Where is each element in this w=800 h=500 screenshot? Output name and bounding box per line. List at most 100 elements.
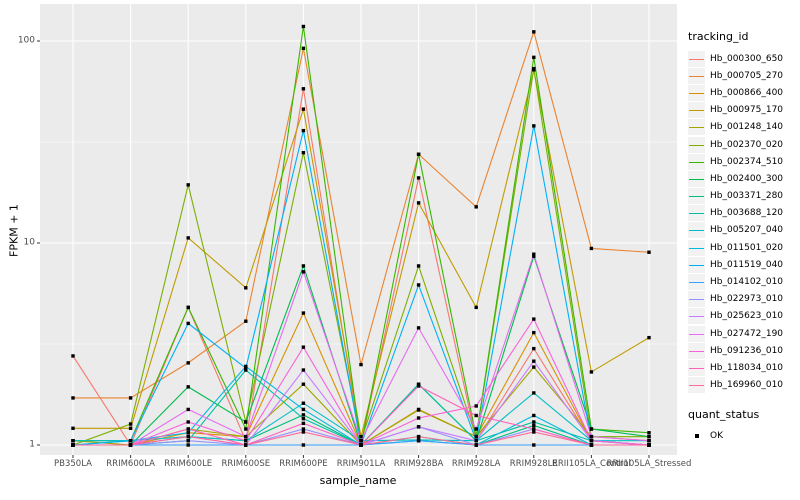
data-point [244, 439, 248, 443]
data-point [474, 404, 478, 408]
data-point [589, 443, 594, 447]
x-tick-label: RRIM600SE [221, 459, 271, 469]
legend-key-line-icon [688, 188, 705, 205]
legend-key-line-icon [688, 102, 705, 119]
legend-item-label: Hb_000300_650 [710, 53, 784, 64]
data-point [532, 359, 536, 363]
legend-key-line-icon [688, 205, 705, 222]
data-point [301, 382, 306, 386]
series-color-line [689, 178, 704, 180]
legend-item: Hb_025623_010 [688, 308, 798, 325]
data-point [359, 443, 363, 447]
data-point [301, 427, 306, 431]
data-point [359, 434, 363, 439]
legend-key-line-icon [688, 67, 705, 84]
data-point [647, 250, 651, 254]
legend-title: tracking_id [688, 30, 749, 43]
y-tick-label: 10 [23, 237, 35, 248]
x-tick-label: RRIM600LA [106, 459, 155, 469]
data-point [301, 345, 306, 349]
legend-item-label: Hb_005207_040 [710, 225, 784, 236]
data-point [589, 434, 594, 439]
data-point [416, 283, 421, 287]
data-point [71, 354, 75, 358]
legend-item: Hb_022973_010 [688, 291, 798, 308]
legend-item-label: Hb_003688_120 [710, 208, 784, 219]
data-point [71, 426, 75, 430]
data-point [244, 364, 248, 369]
data-point [532, 346, 536, 351]
data-point [301, 87, 306, 91]
legend-item: Hb_001248_140 [688, 119, 798, 136]
legend-item: Hb_000705_270 [688, 67, 798, 84]
y-axis-title: FPKM + 1 [7, 204, 21, 257]
data-point [532, 30, 536, 34]
legend-item: Hb_002374_510 [688, 153, 798, 170]
legend-key-line-icon [688, 239, 705, 256]
legend-item: Hb_014102_010 [688, 273, 798, 291]
data-point [647, 443, 651, 447]
series-color-line [689, 299, 704, 301]
data-point [301, 407, 306, 412]
data-point [186, 431, 190, 435]
legend-item-label: Hb_011519_040 [710, 259, 784, 270]
data-point [532, 423, 536, 428]
data-point [301, 24, 306, 29]
legend-key-line-icon [688, 308, 705, 325]
series-color-line [689, 230, 704, 232]
data-point [647, 439, 651, 443]
legend: tracking_id Hb_000300_650 Hb_000705_270 Hb… [688, 30, 798, 445]
series-color-line [689, 350, 704, 352]
x-tick-label: RRIM928BA [393, 459, 444, 469]
data-point [186, 407, 190, 412]
x-tick-label: RRIM928LA [451, 459, 501, 469]
data-point [128, 396, 133, 400]
x-tick-label: RRIM600LE [164, 459, 213, 469]
data-point [244, 319, 248, 323]
legend-item: Hb_027472_190 [688, 325, 798, 342]
x-tick-label: RRII105LA_Stressed [606, 459, 692, 469]
series-color-line [689, 92, 704, 94]
legend-item-label: Hb_002400_300 [710, 173, 784, 184]
data-point [416, 384, 421, 388]
y-tick-label: 1 [29, 439, 35, 450]
data-point [359, 362, 363, 367]
data-point [244, 368, 248, 372]
data-point [71, 443, 75, 447]
data-point [647, 335, 651, 340]
y-tick-label: 100 [17, 35, 35, 46]
data-point [416, 176, 421, 180]
legend-item: Hb_169960_010 [688, 377, 798, 394]
data-point [71, 439, 75, 443]
legend-item: Hb_118034_010 [688, 359, 798, 376]
data-point [532, 365, 536, 369]
legend-item-label: Hb_118034_010 [710, 362, 784, 373]
legend-item-label: Hb_000705_270 [710, 70, 784, 81]
data-point [474, 205, 478, 209]
data-point [71, 396, 75, 400]
data-point [532, 391, 536, 395]
series-color-line [689, 213, 704, 215]
data-point [301, 107, 306, 111]
data-point [532, 55, 536, 60]
legend-item-label: Hb_000975_170 [710, 105, 784, 116]
x-tick-label: RRIM901LA [336, 459, 386, 469]
legend-item-label: Hb_003371_280 [710, 191, 784, 202]
data-point [416, 439, 421, 443]
data-point [244, 427, 248, 431]
legend-item: Hb_000300_650 [688, 50, 798, 67]
data-point [186, 305, 190, 310]
data-point [128, 422, 133, 426]
data-point [647, 434, 651, 439]
data-point [301, 421, 306, 426]
series-color-line [689, 144, 704, 146]
data-point [301, 270, 306, 274]
data-point [532, 66, 536, 71]
black-square-point-icon [688, 428, 705, 444]
series-color-line [689, 385, 704, 387]
data-point [186, 385, 190, 389]
x-tick-label: PB350LA [54, 459, 92, 469]
data-point [532, 252, 536, 256]
x-tick-label: RRIM928LE [509, 459, 558, 469]
data-point [244, 286, 248, 290]
